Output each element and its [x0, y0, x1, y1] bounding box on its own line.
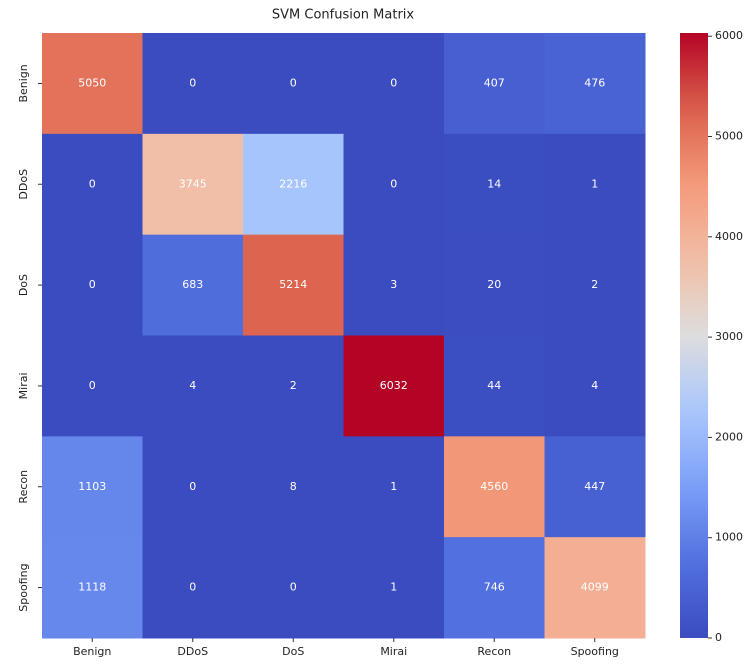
heatmap-cell	[343, 335, 445, 437]
cell-label: 4099	[581, 581, 609, 594]
cell-label: 0	[189, 480, 196, 493]
x-tick-label: Spoofing	[571, 645, 619, 658]
cell-label: 20	[487, 278, 501, 291]
heatmap-cell	[142, 537, 244, 639]
colorbar-tick-label: 3000	[715, 330, 743, 343]
cell-label: 6032	[380, 379, 408, 392]
x-tick-label: Benign	[73, 645, 111, 658]
heatmap-cell	[142, 133, 244, 236]
heatmap-cell	[343, 436, 445, 538]
cell-label: 1	[390, 581, 397, 594]
cell-label: 3745	[179, 177, 207, 190]
cell-label: 3	[390, 278, 397, 291]
cell-label: 476	[584, 76, 605, 89]
heatmap-cell	[544, 133, 646, 236]
heatmap-cell	[42, 33, 143, 135]
colorbar-tick-label: 5000	[715, 130, 743, 143]
cell-label: 0	[390, 76, 397, 89]
x-tick-label: DDoS	[177, 645, 208, 658]
cell-label: 4	[591, 379, 598, 392]
cell-label: 0	[89, 278, 96, 291]
cell-label: 0	[189, 76, 196, 89]
colorbar	[680, 33, 708, 638]
heatmap-cell	[243, 335, 344, 437]
x-tick-label: Recon	[477, 645, 511, 658]
cell-label: 4	[189, 379, 196, 392]
heatmap-cell	[42, 537, 143, 639]
heatmap-cell	[42, 436, 143, 538]
heatmap-cell	[42, 335, 143, 437]
heatmap-cell	[142, 234, 244, 336]
heatmap-cell	[444, 33, 545, 135]
y-tick-label: Benign	[17, 64, 30, 102]
y-tick-label: Mirai	[17, 372, 30, 399]
colorbar-tick-label: 0	[715, 631, 722, 644]
cell-label: 447	[584, 480, 605, 493]
cell-label: 0	[89, 379, 96, 392]
colorbar-tick-label: 1000	[715, 531, 743, 544]
y-tick-label: DDoS	[17, 169, 30, 200]
cell-label: 2216	[279, 177, 307, 190]
cell-label: 1118	[78, 581, 106, 594]
cell-label: 5050	[78, 76, 106, 89]
heatmap-cell	[544, 234, 646, 336]
cell-label: 1103	[78, 480, 106, 493]
heatmap-cell	[243, 234, 344, 336]
heatmap-cell	[243, 33, 344, 135]
heatmap-cell	[343, 133, 445, 236]
colorbar-tick-label: 2000	[715, 430, 743, 443]
cell-label: 8	[290, 480, 297, 493]
cell-label: 1	[591, 177, 598, 190]
heatmap-cell	[444, 335, 545, 437]
heatmap-cell	[42, 133, 143, 236]
cell-label: 14	[487, 177, 501, 190]
heatmap-cell	[343, 234, 445, 336]
colorbar-tick-label: 6000	[715, 29, 743, 42]
cell-label: 2	[591, 278, 598, 291]
heatmap-cell	[142, 335, 244, 437]
x-tick-label: DoS	[282, 645, 304, 658]
x-tick-label: Mirai	[380, 645, 407, 658]
heatmap-cell	[444, 436, 545, 538]
cell-label: 0	[189, 581, 196, 594]
heatmap-cell	[243, 537, 344, 639]
colorbar-tick-label: 4000	[715, 230, 743, 243]
cell-label: 4560	[480, 480, 508, 493]
heatmap-cell	[243, 436, 344, 538]
cell-label: 0	[390, 177, 397, 190]
heatmap-cell	[544, 335, 646, 437]
heatmap-cell	[444, 537, 545, 639]
chart-title: SVM Confusion Matrix	[272, 8, 415, 23]
heatmap-cell	[243, 133, 344, 236]
cell-label: 0	[290, 76, 297, 89]
cell-label: 746	[484, 581, 505, 594]
heatmap-cell	[343, 537, 445, 639]
heatmap-cell	[544, 33, 646, 135]
heatmap-cell	[42, 234, 143, 336]
y-tick-label: DoS	[17, 274, 30, 296]
cell-label: 0	[290, 581, 297, 594]
cell-label: 683	[182, 278, 203, 291]
heatmap-cell	[142, 436, 244, 538]
cell-label: 2	[290, 379, 297, 392]
cell-label: 44	[487, 379, 501, 392]
y-tick-label: Spoofing	[17, 563, 30, 611]
cell-label: 1	[390, 480, 397, 493]
cell-label: 407	[484, 76, 505, 89]
cell-label: 0	[89, 177, 96, 190]
heatmap-cell	[544, 537, 646, 639]
heatmap-cell	[444, 234, 545, 336]
y-tick-label: Recon	[17, 470, 30, 504]
heatmap-cell	[444, 133, 545, 236]
heatmap-cell	[343, 33, 445, 135]
heatmap-cell	[544, 436, 646, 538]
cell-label: 5214	[279, 278, 307, 291]
heatmap-cell	[142, 33, 244, 135]
